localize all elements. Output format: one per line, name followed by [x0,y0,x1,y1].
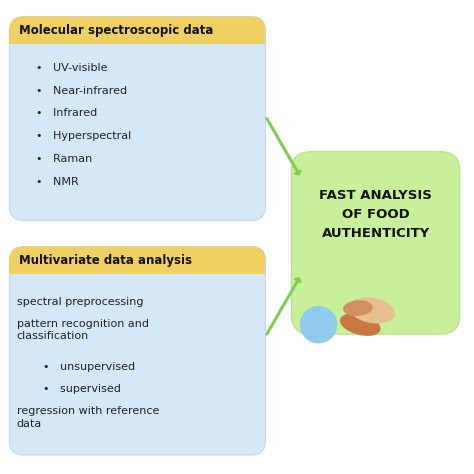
Text: FAST ANALYSIS
OF FOOD
AUTHENTICITY: FAST ANALYSIS OF FOOD AUTHENTICITY [319,189,432,240]
Ellipse shape [341,314,380,335]
Text: •   supervised: • supervised [43,384,120,394]
FancyBboxPatch shape [9,17,265,220]
Text: •   Hyperspectral: • Hyperspectral [36,131,131,141]
Text: Molecular spectroscopic data: Molecular spectroscopic data [19,24,213,37]
Bar [9,259,265,274]
Text: •   UV-visible: • UV-visible [36,63,107,73]
FancyBboxPatch shape [9,246,265,274]
Circle shape [301,307,337,343]
Text: •   Raman: • Raman [36,154,92,164]
Text: pattern recognition and
classification: pattern recognition and classification [17,319,148,341]
Ellipse shape [350,298,394,323]
Text: •   Near-infrared: • Near-infrared [36,85,127,96]
Text: •   unsupervised: • unsupervised [43,362,135,372]
Text: regression with reference
data: regression with reference data [17,406,159,428]
Text: Multivariate data analysis: Multivariate data analysis [19,254,192,267]
Text: •   Infrared: • Infrared [36,108,97,118]
FancyBboxPatch shape [292,152,460,334]
Ellipse shape [344,301,372,315]
FancyBboxPatch shape [9,246,265,455]
Bar [9,29,265,44]
Text: spectral preprocessing: spectral preprocessing [17,297,143,307]
Text: •   NMR: • NMR [36,176,78,187]
FancyBboxPatch shape [9,17,265,44]
